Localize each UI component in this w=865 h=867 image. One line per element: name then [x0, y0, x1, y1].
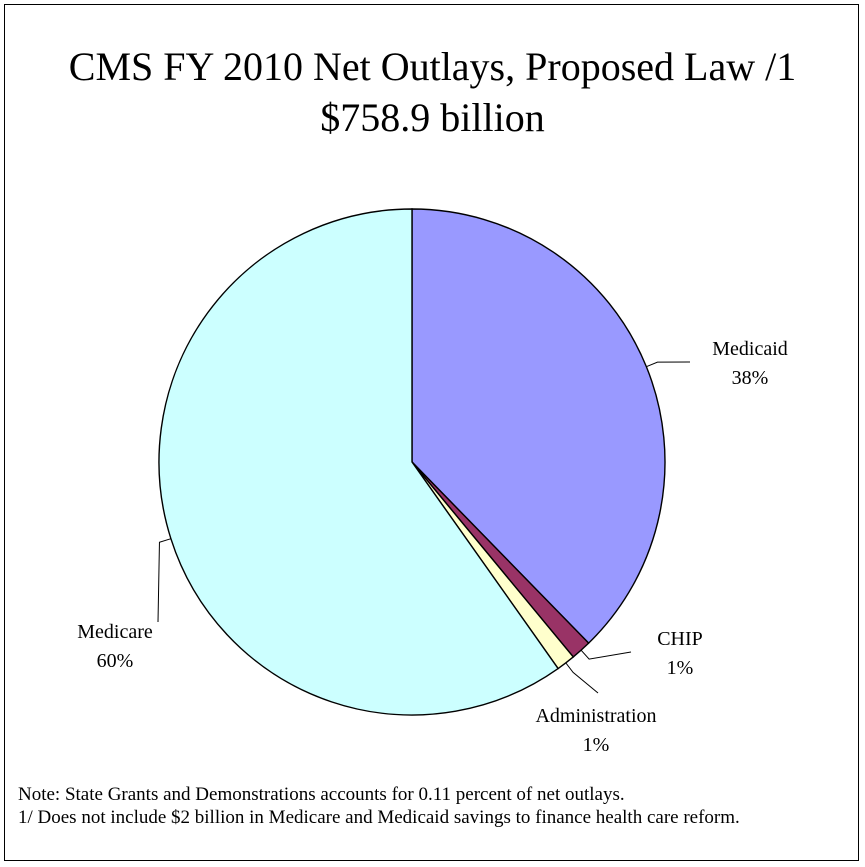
slice-percent-medicaid: 38% — [732, 367, 769, 389]
slice-label-medicaid: Medicaid — [712, 338, 788, 360]
leader-line-medicaid — [646, 361, 691, 368]
slice-label-administration: Administration — [535, 705, 656, 727]
note-line-2: 1/ Does not include $2 billion in Medica… — [18, 807, 740, 828]
slice-percent-administration: 1% — [583, 734, 610, 756]
slice-label-medicare: Medicare — [77, 621, 153, 643]
chart-notes: Note: State Grants and Demonstrations ac… — [18, 783, 838, 829]
pie-slice-medicare — [158, 208, 560, 716]
note-line-1: Note: State Grants and Demonstrations ac… — [18, 784, 625, 805]
leader-line-medicare — [157, 538, 172, 623]
chart-subtitle: $758.9 billion — [320, 95, 545, 140]
chart-title: CMS FY 2010 Net Outlays, Proposed Law /1 — [68, 44, 797, 89]
slice-percent-chip: 1% — [667, 657, 694, 679]
leader-line-administration — [565, 662, 599, 694]
slice-percent-medicare: 60% — [97, 650, 134, 672]
leader-line-chip — [580, 649, 632, 660]
slice-label-chip: CHIP — [657, 628, 703, 650]
